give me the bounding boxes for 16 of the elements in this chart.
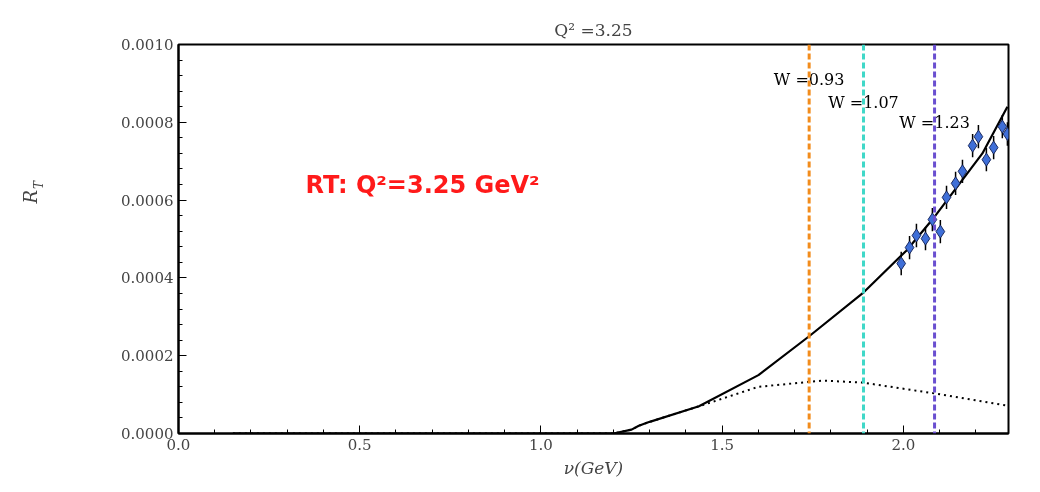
chart-title: Q² =3.25 xyxy=(554,19,633,40)
y-tick-label: 0.0008 xyxy=(121,113,174,132)
x-tick-label: 1.0 xyxy=(529,435,553,454)
x-tick-label: 0.5 xyxy=(347,435,372,454)
y-tick-label: 0.0002 xyxy=(121,347,174,366)
x-tick-label: 2.0 xyxy=(891,435,916,454)
annotation: W =1.07 xyxy=(828,93,899,113)
y-axis-title: RT xyxy=(19,180,46,205)
annotation: W =0.93 xyxy=(773,70,845,90)
y-tick-label: 0.0004 xyxy=(121,269,174,288)
x-tick-label: 1.5 xyxy=(710,435,735,454)
y-tick-label: 0.0010 xyxy=(121,36,174,54)
annotation: RT: Q²=3.25 GeV² xyxy=(305,170,540,199)
annotation: W =1.23 xyxy=(899,112,970,132)
x-axis-title: ν(GeV) xyxy=(563,457,624,478)
y-tick-label: 0.0006 xyxy=(121,191,174,210)
